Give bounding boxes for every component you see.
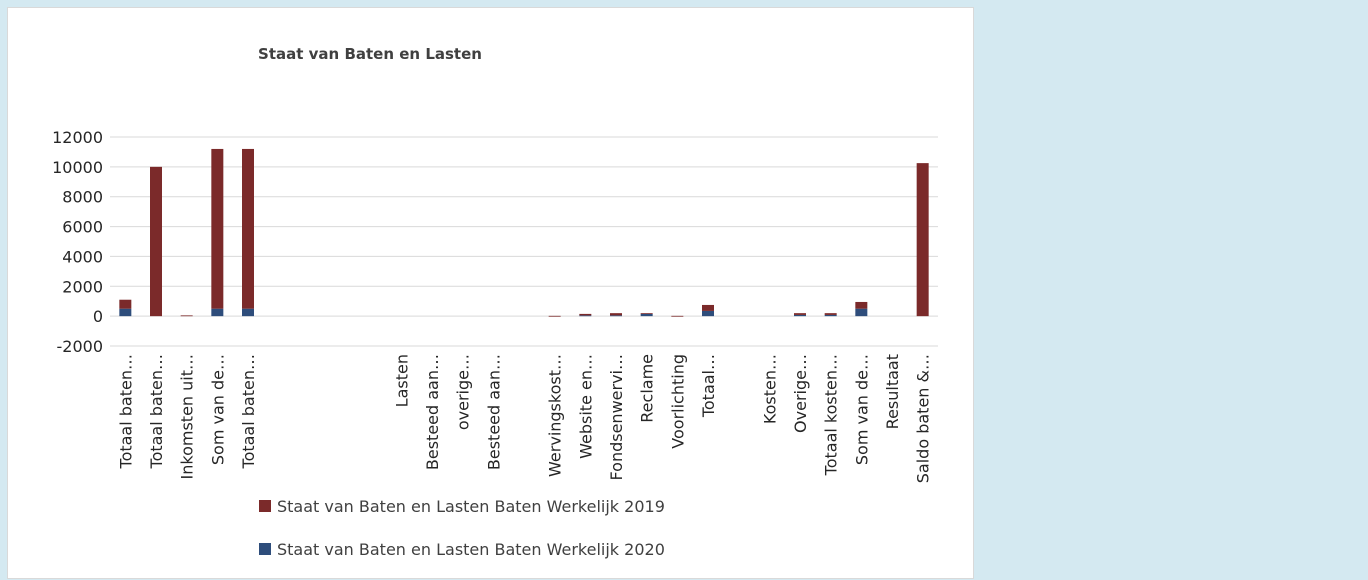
category-label: Besteed aan… <box>423 354 442 470</box>
bar-segment <box>579 313 592 316</box>
y-tick-label: 6000 <box>62 218 103 237</box>
category-label: overige… <box>454 354 473 430</box>
bar-segment <box>242 148 254 309</box>
chart-title: Staat van Baten en Lasten <box>258 45 482 63</box>
legend-label-2019: Staat van Baten en Lasten Baten Werkelij… <box>277 497 665 516</box>
category-label: Totaal baten… <box>147 354 166 469</box>
chart-panel: Staat van Baten en Lasten -2000 0 2000 4000… <box>7 7 974 579</box>
bar-segment <box>211 308 224 317</box>
category-label: Saldo baten &… <box>914 354 933 483</box>
category-label: Overige… <box>791 354 810 433</box>
category-label: Wervingskost… <box>546 354 565 477</box>
bar-segment <box>640 313 653 314</box>
bar-segment <box>640 313 653 317</box>
legend: Staat van Baten en Lasten Baten Werkelij… <box>259 497 665 559</box>
bar-segment <box>150 166 162 317</box>
category-label: Resultaat <box>883 354 902 429</box>
bar-segment <box>579 315 592 317</box>
bar-segment <box>824 314 837 317</box>
bar-segment <box>702 310 714 317</box>
bar-segment <box>794 313 806 315</box>
grid-lines <box>110 136 938 347</box>
bar-segment <box>119 308 132 317</box>
bar-chart: Staat van Baten en Lasten -2000 0 2000 4000… <box>52 45 938 559</box>
category-label: Voorlichting <box>668 354 687 449</box>
category-label: Som van de… <box>208 354 227 465</box>
legend-swatch-2020 <box>259 543 271 555</box>
y-tick-label: 10000 <box>52 158 103 177</box>
bar-segment <box>855 301 868 309</box>
y-tick-label: 2000 <box>62 277 103 296</box>
y-axis-ticks: -2000 0 2000 4000 6000 8000 10000 12000 <box>52 128 103 356</box>
bar-segment <box>119 299 132 309</box>
bar-segment <box>855 308 868 317</box>
bar-segment <box>211 148 224 309</box>
category-label: Totaal baten… <box>116 354 135 469</box>
category-label: Totaal baten… <box>239 354 258 469</box>
side-panel <box>974 7 1368 579</box>
bar-segment <box>610 313 622 316</box>
category-label: Lasten <box>392 354 411 407</box>
category-label: Besteed aan… <box>484 354 503 470</box>
bar-segment <box>671 315 684 317</box>
category-label: Fondsenwervi… <box>607 354 626 480</box>
category-label: Totaal kosten… <box>822 354 841 476</box>
category-label: Inkomsten uit… <box>178 354 197 479</box>
category-label: Som van de… <box>852 354 871 465</box>
bars <box>119 148 929 317</box>
category-label: Totaal… <box>699 354 718 418</box>
y-tick-label: 8000 <box>62 188 103 207</box>
bar-segment <box>610 315 622 317</box>
bar-segment <box>180 315 193 317</box>
bar-segment <box>794 314 806 317</box>
bar-segment <box>702 304 714 311</box>
y-tick-label: 4000 <box>62 247 103 266</box>
bar-segment <box>242 308 254 317</box>
bar-segment <box>916 163 929 317</box>
legend-swatch-2019 <box>259 500 271 512</box>
category-label: Reclame <box>638 354 657 423</box>
category-label: Kosten… <box>760 354 779 424</box>
x-axis-categories: Totaal baten… Totaal baten… Inkomsten uit…… <box>116 354 932 483</box>
y-tick-label: -2000 <box>57 337 104 356</box>
y-tick-label: 0 <box>93 307 103 326</box>
legend-label-2020: Staat van Baten en Lasten Baten Werkelij… <box>277 540 665 559</box>
category-label: Website en… <box>576 354 595 459</box>
bar-segment <box>548 315 561 317</box>
bar-segment <box>824 313 837 315</box>
y-tick-label: 12000 <box>52 128 103 147</box>
